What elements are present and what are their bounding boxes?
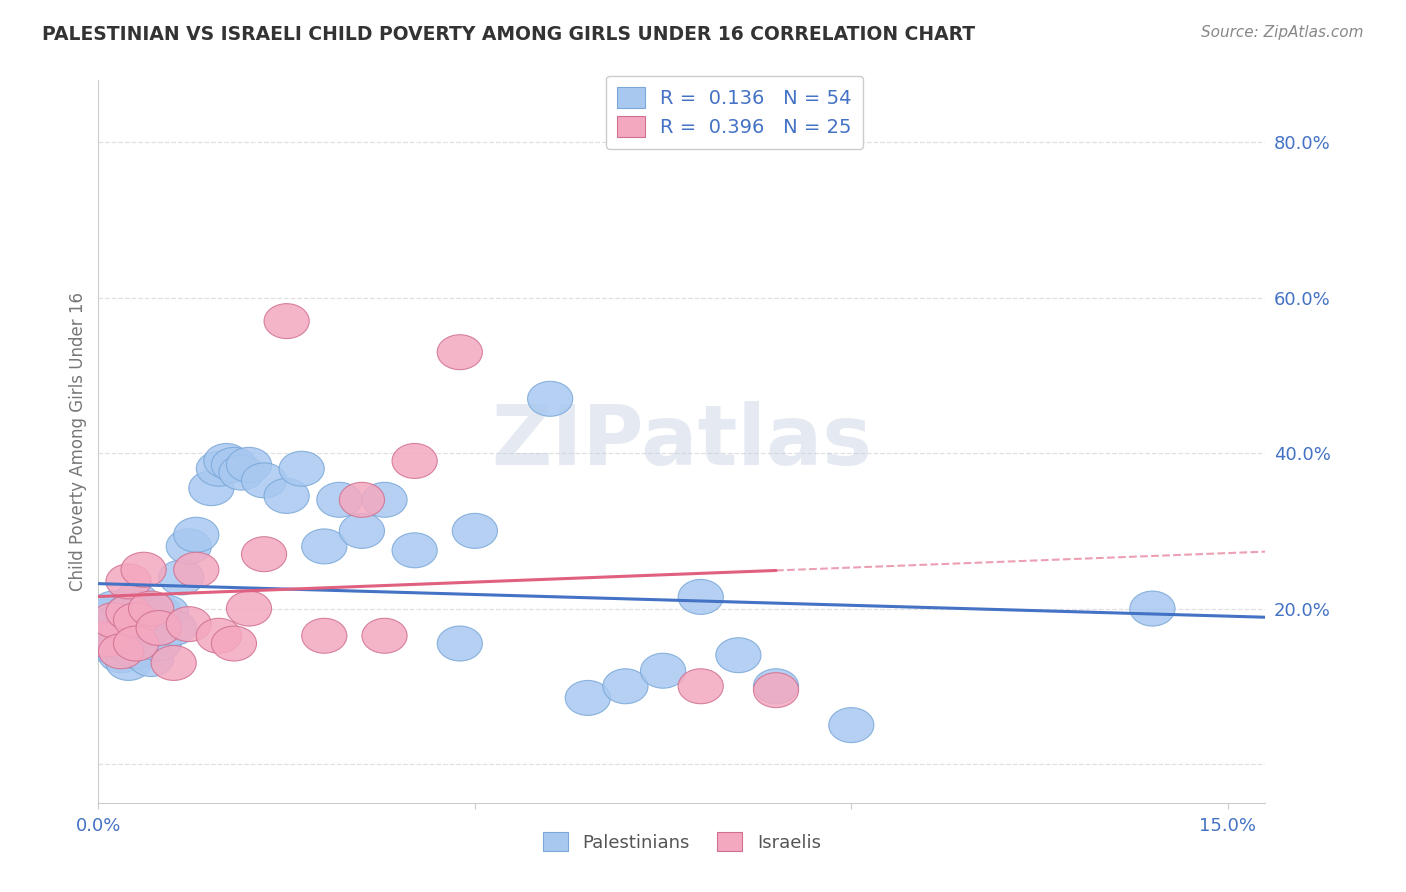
Ellipse shape bbox=[105, 564, 150, 599]
Ellipse shape bbox=[754, 673, 799, 707]
Ellipse shape bbox=[302, 529, 347, 564]
Ellipse shape bbox=[174, 517, 219, 552]
Ellipse shape bbox=[316, 483, 361, 517]
Ellipse shape bbox=[83, 618, 128, 653]
Text: Source: ZipAtlas.com: Source: ZipAtlas.com bbox=[1201, 25, 1364, 40]
Ellipse shape bbox=[204, 443, 249, 478]
Ellipse shape bbox=[828, 707, 875, 742]
Ellipse shape bbox=[98, 634, 143, 669]
Ellipse shape bbox=[242, 463, 287, 498]
Ellipse shape bbox=[565, 681, 610, 715]
Ellipse shape bbox=[128, 599, 174, 634]
Ellipse shape bbox=[136, 610, 181, 646]
Ellipse shape bbox=[91, 630, 136, 665]
Ellipse shape bbox=[361, 483, 408, 517]
Ellipse shape bbox=[280, 451, 325, 486]
Ellipse shape bbox=[211, 626, 256, 661]
Ellipse shape bbox=[361, 618, 408, 653]
Ellipse shape bbox=[128, 641, 174, 676]
Ellipse shape bbox=[114, 634, 159, 669]
Ellipse shape bbox=[128, 591, 174, 626]
Ellipse shape bbox=[83, 599, 128, 634]
Ellipse shape bbox=[91, 607, 136, 641]
Ellipse shape bbox=[150, 610, 197, 646]
Text: PALESTINIAN VS ISRAELI CHILD POVERTY AMONG GIRLS UNDER 16 CORRELATION CHART: PALESTINIAN VS ISRAELI CHILD POVERTY AMO… bbox=[42, 25, 976, 44]
Ellipse shape bbox=[226, 591, 271, 626]
Ellipse shape bbox=[143, 595, 188, 630]
Ellipse shape bbox=[121, 552, 166, 587]
Ellipse shape bbox=[105, 595, 150, 630]
Ellipse shape bbox=[105, 595, 150, 630]
Ellipse shape bbox=[211, 448, 256, 483]
Text: ZIPatlas: ZIPatlas bbox=[492, 401, 872, 482]
Ellipse shape bbox=[98, 626, 143, 661]
Ellipse shape bbox=[678, 669, 723, 704]
Ellipse shape bbox=[437, 334, 482, 369]
Ellipse shape bbox=[641, 653, 686, 689]
Ellipse shape bbox=[83, 623, 128, 657]
Ellipse shape bbox=[159, 560, 204, 595]
Ellipse shape bbox=[91, 618, 136, 653]
Ellipse shape bbox=[197, 451, 242, 486]
Ellipse shape bbox=[603, 669, 648, 704]
Ellipse shape bbox=[114, 583, 159, 618]
Ellipse shape bbox=[98, 603, 143, 638]
Ellipse shape bbox=[121, 591, 166, 626]
Ellipse shape bbox=[527, 381, 572, 417]
Y-axis label: Child Poverty Among Girls Under 16: Child Poverty Among Girls Under 16 bbox=[69, 292, 87, 591]
Ellipse shape bbox=[105, 618, 150, 653]
Ellipse shape bbox=[166, 529, 211, 564]
Ellipse shape bbox=[83, 610, 128, 646]
Ellipse shape bbox=[91, 603, 136, 638]
Ellipse shape bbox=[166, 607, 211, 641]
Ellipse shape bbox=[105, 646, 150, 681]
Ellipse shape bbox=[174, 552, 219, 587]
Legend: Palestinians, Israelis: Palestinians, Israelis bbox=[536, 824, 828, 859]
Ellipse shape bbox=[453, 514, 498, 549]
Ellipse shape bbox=[339, 514, 384, 549]
Ellipse shape bbox=[136, 626, 181, 661]
Ellipse shape bbox=[302, 618, 347, 653]
Ellipse shape bbox=[392, 533, 437, 568]
Ellipse shape bbox=[754, 669, 799, 704]
Ellipse shape bbox=[678, 580, 723, 615]
Ellipse shape bbox=[91, 591, 136, 626]
Ellipse shape bbox=[242, 537, 287, 572]
Ellipse shape bbox=[219, 455, 264, 490]
Ellipse shape bbox=[121, 618, 166, 653]
Ellipse shape bbox=[188, 471, 233, 506]
Ellipse shape bbox=[136, 595, 181, 630]
Ellipse shape bbox=[114, 626, 159, 661]
Ellipse shape bbox=[114, 603, 159, 638]
Ellipse shape bbox=[339, 483, 384, 517]
Ellipse shape bbox=[392, 443, 437, 478]
Ellipse shape bbox=[1130, 591, 1175, 626]
Ellipse shape bbox=[716, 638, 761, 673]
Ellipse shape bbox=[114, 595, 159, 630]
Ellipse shape bbox=[197, 618, 242, 653]
Ellipse shape bbox=[150, 646, 197, 681]
Ellipse shape bbox=[98, 610, 143, 646]
Ellipse shape bbox=[114, 610, 159, 646]
Ellipse shape bbox=[264, 303, 309, 339]
Ellipse shape bbox=[98, 638, 143, 673]
Ellipse shape bbox=[264, 478, 309, 514]
Ellipse shape bbox=[437, 626, 482, 661]
Ellipse shape bbox=[226, 448, 271, 483]
